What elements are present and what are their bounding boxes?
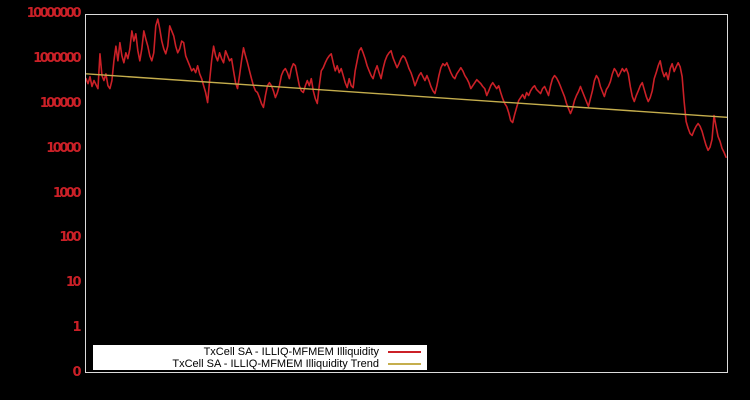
plot-area [85,14,728,373]
y-axis-tick-label: 10 [65,275,82,291]
y-axis-tick-label: 10000 [46,140,81,156]
y-axis-tick-label: 0 [72,365,81,380]
y-axis-tick-label: 1000000 [33,50,81,66]
y-axis-tick-label: 10000000 [26,6,82,21]
illiquidity-series-line [86,18,727,159]
y-axis-tick-label: 1000 [52,185,82,201]
illiquidity-trend-line [86,73,727,118]
legend-line-sample-illiquidity [388,350,421,353]
y-axis-tick-label: 100000 [39,95,82,111]
plot-svg [86,18,727,159]
legend-row-trend: TxCell SA - ILLIQ-MFMEM Illiquidity Tren… [93,358,427,370]
legend-box: TxCell SA - ILLIQ-MFMEM Illiquidity TxCe… [93,345,427,370]
legend-line-sample-trend [388,362,421,365]
y-axis-tick-label: 100 [59,230,81,246]
y-axis-tick-label: 1 [72,320,81,336]
legend-label-illiquidity: TxCell SA - ILLIQ-MFMEM Illiquidity [203,345,379,358]
legend-row-illiquidity: TxCell SA - ILLIQ-MFMEM Illiquidity [93,346,427,358]
legend-label-trend: TxCell SA - ILLIQ-MFMEM Illiquidity Tren… [172,357,379,370]
